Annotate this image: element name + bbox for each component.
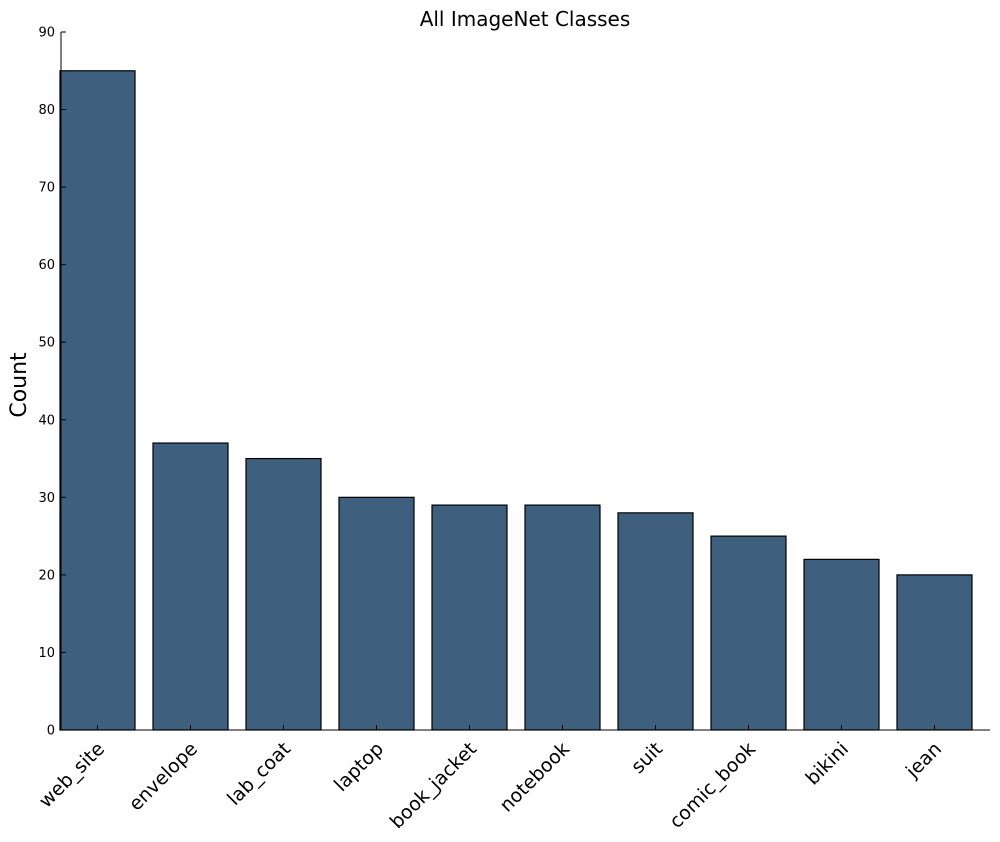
bar-book_jacket — [431, 504, 508, 731]
y-tick-label: 70 — [38, 181, 55, 196]
y-tick-label: 50 — [38, 336, 55, 351]
y-tick-label: 40 — [38, 413, 55, 428]
y-tick-label: 60 — [38, 258, 55, 273]
bar-envelope — [152, 442, 229, 731]
bar-bikini — [803, 558, 880, 731]
bars-group — [59, 70, 973, 731]
y-axis-ticks: 0 10 20 30 40 50 60 70 80 90 — [38, 26, 66, 739]
x-tick-label: notebook — [495, 738, 574, 817]
bar-laptop — [338, 496, 415, 731]
y-tick-label: 20 — [38, 568, 55, 583]
x-tick-label: laptop — [330, 738, 388, 796]
x-tick-label: comic_book — [665, 738, 760, 833]
y-tick-label: 80 — [38, 103, 55, 118]
bar-web_site — [59, 70, 136, 731]
y-tick-label: 90 — [38, 26, 55, 41]
bar-notebook — [524, 504, 601, 731]
x-tick-label: lab_coat — [223, 738, 295, 810]
x-tick-label: web_site — [35, 738, 109, 812]
x-tick-label: jean — [901, 738, 946, 783]
bar-jean — [896, 574, 973, 731]
x-axis-ticks: web_site envelope lab_coat laptopbook_jacke… — [35, 725, 946, 833]
x-tick-label: book_jacket — [386, 738, 481, 833]
x-tick-label: bikini — [801, 738, 853, 790]
bar-comic_book — [710, 535, 787, 731]
bar-suit — [617, 512, 694, 731]
y-tick-label: 0 — [47, 724, 55, 739]
y-tick-label: 10 — [38, 646, 55, 661]
y-axis-label: Count — [7, 352, 32, 418]
chart-title: All ImageNet Classes — [420, 7, 631, 31]
x-tick-label: envelope — [125, 738, 202, 815]
y-tick-label: 30 — [38, 491, 55, 506]
x-tick-label: suit — [627, 738, 667, 778]
bar-lab_coat — [245, 457, 322, 731]
